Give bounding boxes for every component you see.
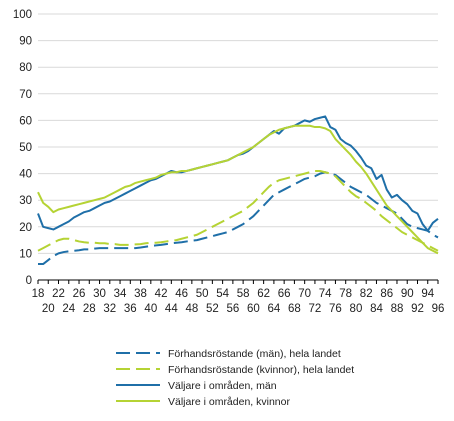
x-tick-label: 38 <box>134 288 147 300</box>
y-tick-label: 70 <box>19 89 32 101</box>
y-tick-label: 80 <box>19 62 32 74</box>
x-tick-label: 22 <box>52 288 65 300</box>
series-line <box>37 124 439 255</box>
x-tick-label: 74 <box>319 288 332 300</box>
legend-label: Förhandsröstande (kvinnor), hela landet <box>168 364 354 376</box>
y-tick-label: 30 <box>19 195 32 207</box>
y-tick-label: 0 <box>26 275 32 287</box>
y-tick-label: 90 <box>19 36 32 48</box>
x-tick-label: 86 <box>380 288 393 300</box>
y-tick-label: 50 <box>19 142 32 154</box>
x-tick-label: 28 <box>83 303 96 315</box>
x-tick-label: 72 <box>309 303 322 315</box>
x-tick-label: 76 <box>329 303 342 315</box>
x-tick-label: 64 <box>267 303 280 315</box>
x-tick-label: 20 <box>42 303 55 315</box>
y-tick-label: 40 <box>19 169 32 181</box>
x-tick-label: 24 <box>62 303 75 315</box>
x-tick-label: 30 <box>93 288 106 300</box>
x-tick-label: 60 <box>247 303 260 315</box>
x-tick-label: 58 <box>237 288 250 300</box>
x-tick-label: 52 <box>206 303 219 315</box>
y-tick-label: 60 <box>19 115 32 127</box>
x-tick-label: 84 <box>370 303 383 315</box>
x-tick-label: 32 <box>103 303 116 315</box>
x-tick-label: 42 <box>155 288 168 300</box>
series-line <box>38 171 439 266</box>
x-tick-label: 70 <box>298 288 311 300</box>
x-tick-label: 50 <box>196 288 209 300</box>
series-lines <box>37 115 439 266</box>
gridlines <box>38 13 438 254</box>
x-tick-label: 54 <box>216 288 229 300</box>
x-tick-label: 40 <box>144 303 157 315</box>
series-line <box>37 169 439 252</box>
axes: 0 10 20 30 40 50 60 70 80 90 100 18 22 26 30 34 38 42 46 50… <box>13 9 445 315</box>
legend: Förhandsröstande (män), hela landet Förha… <box>116 348 354 408</box>
y-tick-label: 100 <box>13 9 32 21</box>
x-tick-label: 34 <box>114 288 127 300</box>
x-tick-label: 68 <box>288 303 301 315</box>
x-tick-label: 78 <box>339 288 352 300</box>
y-tick-label: 20 <box>19 222 32 234</box>
legend-label: Förhandsröstande (män), hela landet <box>168 348 341 360</box>
x-tick-label: 18 <box>32 288 45 300</box>
x-tick-label: 48 <box>185 303 198 315</box>
x-tick-label: 66 <box>278 288 291 300</box>
x-tick-label: 46 <box>175 288 188 300</box>
legend-label: Väljare i områden, män <box>168 380 277 392</box>
x-tick-label: 56 <box>226 303 239 315</box>
x-tick-label: 44 <box>165 303 178 315</box>
x-tick-label: 36 <box>124 303 137 315</box>
legend-label: Väljare i områden, kvinnor <box>168 396 290 408</box>
x-tick-label: 80 <box>350 303 363 315</box>
x-tick-label: 26 <box>73 288 86 300</box>
x-tick-label: 62 <box>257 288 270 300</box>
x-tick-label: 92 <box>411 303 424 315</box>
x-tick-label: 90 <box>401 288 414 300</box>
x-tick-label: 94 <box>421 288 434 300</box>
x-tick-label: 82 <box>360 288 373 300</box>
x-tick-label: 88 <box>391 303 404 315</box>
x-tick-label: 96 <box>432 303 445 315</box>
y-tick-label: 10 <box>19 248 32 260</box>
